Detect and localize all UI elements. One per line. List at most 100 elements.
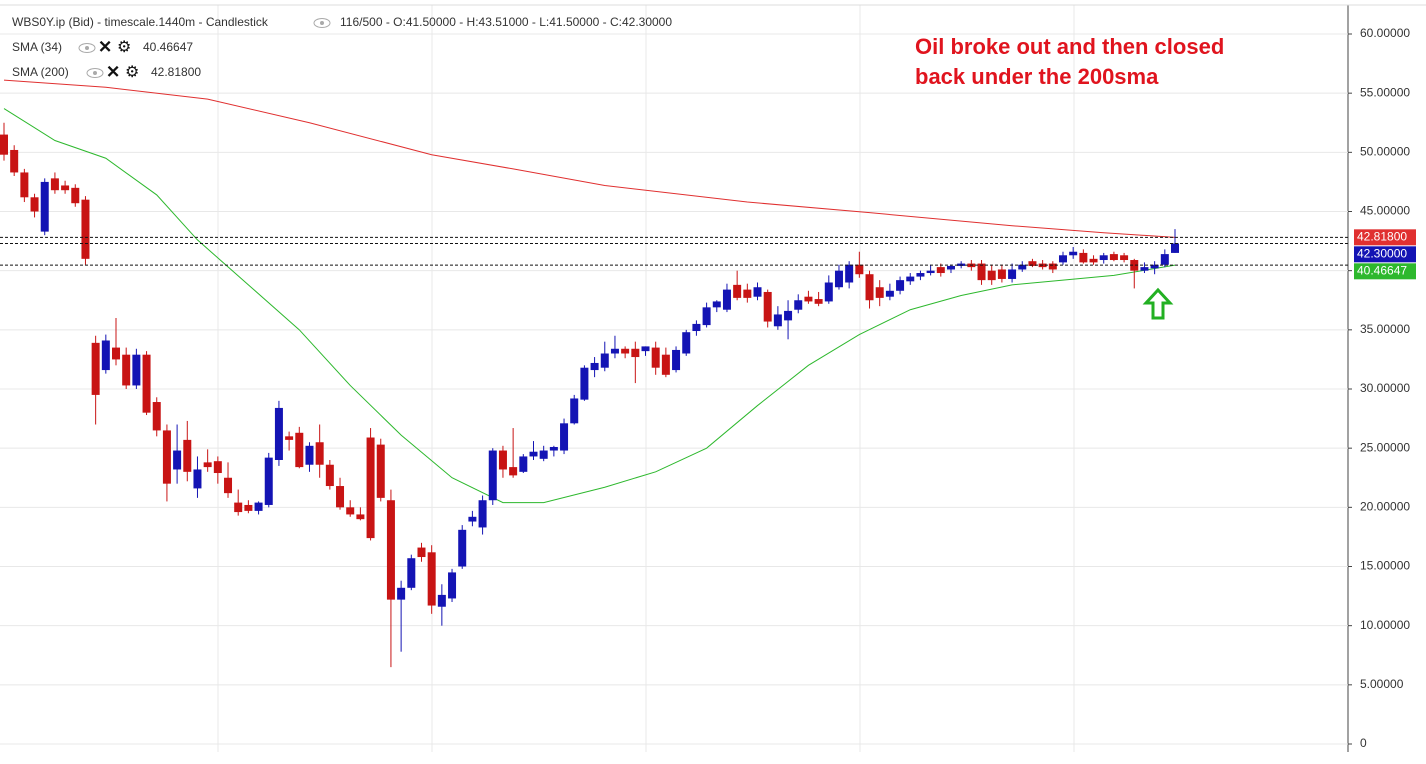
candle-body: [1160, 254, 1169, 265]
candle-body: [254, 502, 263, 511]
candle-body: [672, 349, 681, 371]
candle-body: [794, 300, 803, 310]
candle-body: [101, 340, 110, 371]
legend-name: SMA (200): [12, 65, 69, 79]
candle-body: [875, 287, 884, 298]
y-tick-label: 35.00000: [1360, 322, 1410, 336]
candle-body: [946, 265, 955, 270]
sma-line: [3, 79, 1176, 238]
candle-body: [315, 442, 324, 465]
candle-body: [1079, 252, 1088, 263]
y-tick-label: 50.00000: [1360, 145, 1410, 159]
candle-body: [549, 446, 558, 451]
candle-body: [926, 270, 935, 274]
candle-body: [784, 310, 793, 321]
candle-body: [1048, 263, 1057, 270]
candle-body: [81, 199, 90, 259]
candle-body: [1171, 243, 1179, 253]
candle-body: [468, 516, 477, 522]
price-label-box: [1354, 246, 1416, 263]
candle-body: [824, 282, 833, 302]
candle-body: [733, 284, 742, 298]
candle-body: [509, 467, 518, 476]
candle-body: [651, 347, 660, 368]
candle-body: [386, 500, 395, 600]
candle-body: [417, 547, 426, 558]
candle-body: [1099, 255, 1108, 261]
candle-body: [20, 172, 29, 198]
candle-body: [773, 314, 782, 327]
price-label: 40.46647: [1357, 263, 1407, 277]
candle-body: [274, 407, 283, 460]
annotation: back under the 200sma: [915, 64, 1159, 89]
candle-body: [896, 280, 905, 291]
candle-body: [682, 332, 691, 354]
candle-body: [193, 469, 202, 489]
candle-body: [590, 362, 599, 371]
candle-body: [916, 273, 925, 277]
remove-icon[interactable]: ✕: [106, 62, 120, 81]
candle-body: [224, 477, 233, 494]
y-tick-label: 25.00000: [1360, 440, 1410, 454]
candle-body: [285, 436, 294, 440]
candle-body: [865, 274, 874, 301]
candle-body: [407, 558, 416, 588]
candle-body: [906, 276, 915, 282]
candle-body: [834, 270, 843, 288]
y-tick-label: 10.00000: [1360, 618, 1410, 632]
candle-body: [722, 289, 731, 310]
candle-body: [91, 342, 100, 395]
candle-body: [712, 301, 721, 308]
candle-body: [10, 149, 19, 173]
candle-body: [1058, 255, 1067, 263]
price-label: 42.81800: [1357, 229, 1407, 243]
marks: 0 5.00000 10.00000 15.00000 20.00000 25.00000…: [0, 26, 1416, 750]
price-label-box: [1354, 263, 1416, 280]
candle-body: [519, 456, 528, 472]
y-tick-label: 0: [1360, 736, 1367, 750]
settings-icon[interactable]: ⚙: [117, 39, 131, 56]
candle-body: [376, 444, 385, 498]
candle-body: [346, 507, 355, 515]
arrow: [1142, 287, 1174, 320]
candle-body: [1089, 258, 1098, 263]
candle-body: [458, 529, 467, 567]
candle-body: [498, 450, 507, 470]
candle-body: [30, 197, 39, 212]
candle-body: [1140, 267, 1149, 271]
remove-icon[interactable]: ✕: [98, 37, 112, 56]
candle-body: [814, 299, 823, 304]
candle-body: [1109, 254, 1118, 261]
candle-body: [61, 185, 70, 191]
eye-icon: [313, 18, 331, 28]
price-label-box: [1354, 229, 1416, 246]
candle-body: [580, 367, 589, 400]
eye-icon: [86, 68, 104, 78]
candle-body: [122, 354, 131, 386]
y-tick-label: 15.00000: [1360, 559, 1410, 573]
candle-body: [488, 450, 497, 501]
time-grid: [217, 5, 1075, 752]
eye-icon: [78, 43, 96, 53]
candle-body: [366, 437, 375, 539]
legend-value: 40.46647: [143, 40, 193, 54]
candle-body: [478, 500, 487, 528]
candle-body: [1028, 261, 1037, 266]
candle-body: [845, 264, 854, 283]
candle-body: [1018, 264, 1027, 270]
candle-body: [152, 402, 161, 431]
candle-body: [40, 181, 49, 232]
candle-body: [855, 264, 864, 275]
legend-name: SMA (34): [12, 40, 62, 54]
candle-body: [142, 354, 151, 413]
candle-body: [661, 354, 670, 375]
y-tick-label: 20.00000: [1360, 500, 1410, 514]
candle-body: [1150, 264, 1159, 269]
candle-body: [529, 451, 538, 457]
candle-body: [183, 439, 192, 472]
settings-icon[interactable]: ⚙: [125, 64, 139, 81]
candle-body: [295, 432, 304, 468]
candle-body: [702, 307, 711, 326]
candle-body: [560, 423, 569, 451]
